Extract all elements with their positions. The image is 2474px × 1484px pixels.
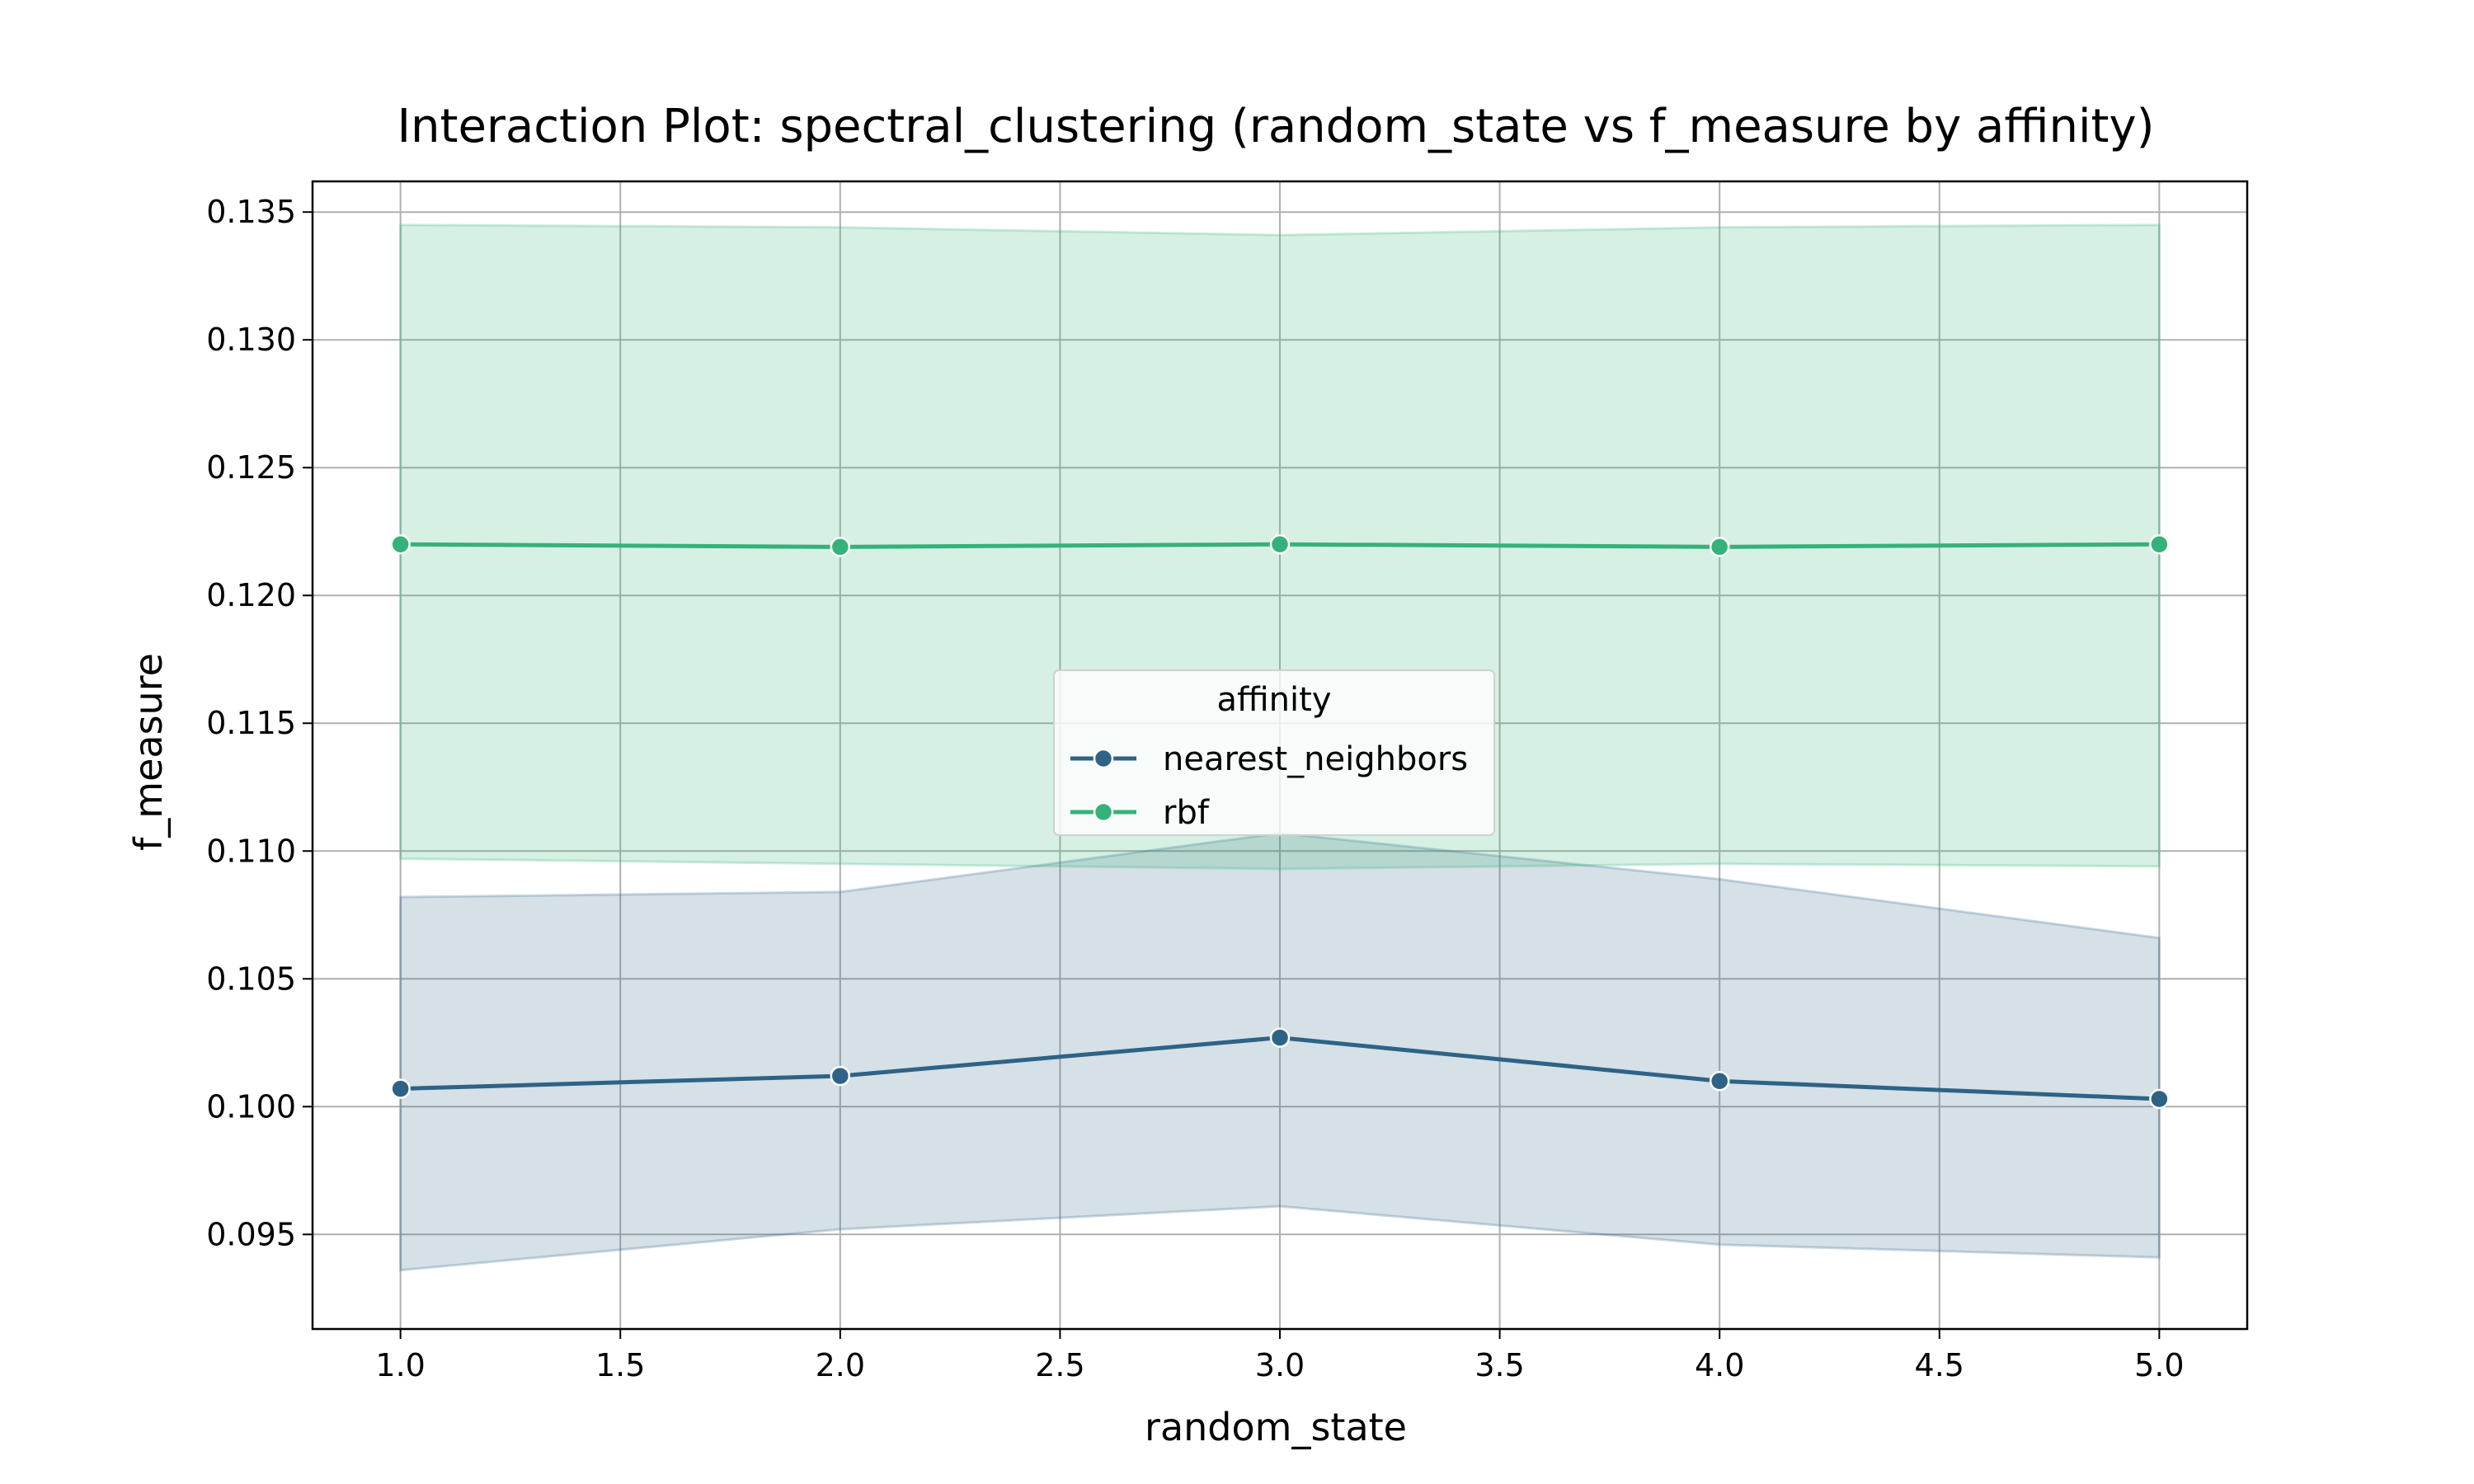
y-tick-label: 0.135 [206,194,296,230]
data-point-rbf [390,533,411,555]
ci-band-nearest_neighbors [399,832,2161,1272]
data-point-rbf [1709,537,1730,557]
x-tick-label: 3.0 [1255,1347,1305,1383]
y-tick-label: 0.130 [206,322,296,358]
legend-label-rbf: rbf [1163,794,1210,832]
x-tick-label: 3.5 [1475,1347,1524,1383]
y-tick-label: 0.115 [206,705,296,741]
y-tick-label: 0.095 [206,1216,296,1252]
y-axis-ticks: 0.095 0.100 0.105 0.110 0.115 0.120 0.125 0.130… [206,194,313,1252]
x-tick-label: 1.5 [595,1347,645,1383]
y-tick-label: 0.100 [206,1088,296,1125]
legend-title: affinity [1216,681,1331,719]
data-point-rbf [2149,533,2170,555]
series-points [390,533,2170,1110]
y-tick-label: 0.120 [206,577,296,613]
x-tick-label: 1.0 [375,1347,425,1383]
data-point-nearest_neighbors [830,1065,851,1087]
x-tick-label: 2.5 [1035,1347,1084,1383]
x-tick-label: 4.5 [1915,1347,1964,1383]
data-point-nearest_neighbors [1709,1071,1730,1092]
y-axis-label: f_measure [126,653,171,851]
legend-label-nearest_neighbors: nearest_neighbors [1163,740,1468,778]
x-axis-ticks: 1.0 1.5 2.0 2.5 3.0 3.5 4.0 4.5 5.0 [375,1329,2185,1383]
data-point-nearest_neighbors [2149,1088,2170,1110]
x-tick-label: 5.0 [2134,1347,2184,1383]
chart-title: Interaction Plot: spectral_clustering (r… [397,100,2154,153]
legend-marker-rbf [1093,801,1114,823]
x-tick-label: 2.0 [816,1347,865,1383]
y-tick-label: 0.125 [206,449,296,486]
legend-marker-nearest_neighbors [1093,748,1114,769]
y-tick-label: 0.110 [206,833,296,869]
y-tick-label: 0.105 [206,960,296,997]
data-point-nearest_neighbors [390,1078,411,1099]
data-point-rbf [1269,533,1291,555]
x-axis-label: random_state [1145,1405,1407,1449]
data-point-rbf [830,537,851,557]
data-point-nearest_neighbors [1269,1027,1291,1048]
legend-box [1053,669,1495,836]
x-tick-label: 4.0 [1695,1347,1744,1383]
